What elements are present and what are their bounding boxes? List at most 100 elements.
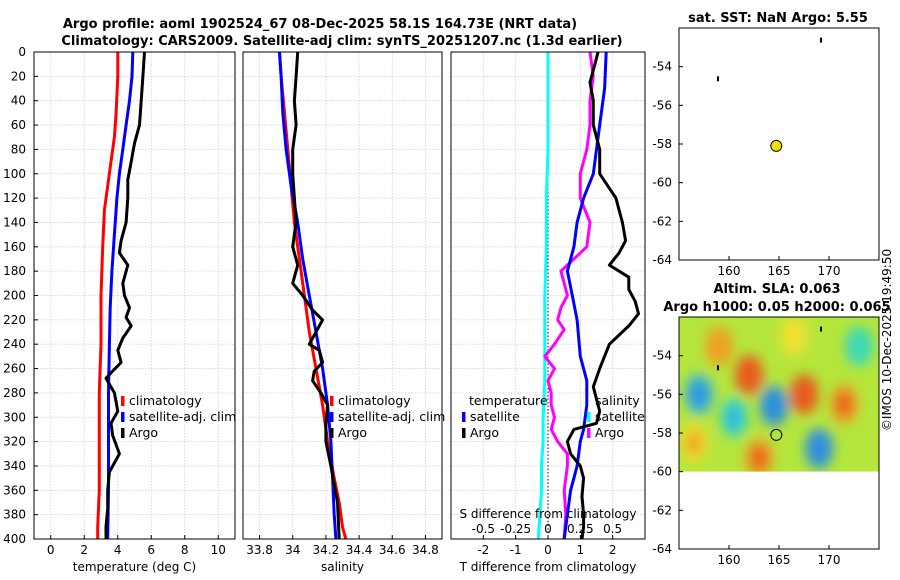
x-tick-label: 2: [80, 543, 88, 557]
map-x-tick-label: 165: [768, 553, 791, 567]
y-tick-label: 340: [3, 459, 26, 473]
series-line-climatology: [96, 52, 120, 539]
y-tick-label: 300: [3, 410, 26, 424]
x-tick-label: 8: [181, 543, 189, 557]
sla-anomalies: [680, 317, 873, 472]
x-axis-label: salinity: [321, 560, 364, 574]
legend-t-satellite: satellite: [470, 409, 520, 424]
map-y-tick-label: -54: [652, 349, 672, 363]
legend-argo: Argo: [338, 425, 367, 440]
y-tick-label: 180: [3, 264, 26, 278]
legend-t-argo-swatch: [462, 428, 466, 438]
island-mark: [717, 365, 719, 371]
legend-satellite-adj: satellite-adj. clim: [338, 409, 445, 424]
legend-t-satellite-swatch: [462, 412, 466, 422]
legend-satellite-adj: satellite-adj. clim: [129, 409, 236, 424]
top-tick-label: 0.5: [603, 522, 622, 536]
x-tick-label: 4: [114, 543, 122, 557]
legend-temperature-title: temperature: [469, 393, 548, 408]
x-tick-label: -2: [477, 543, 489, 557]
y-tick-label: 320: [3, 435, 26, 449]
island-mark: [820, 326, 822, 332]
y-tick-label: 280: [3, 386, 26, 400]
legend-argo: Argo: [129, 425, 158, 440]
island-mark: [820, 37, 822, 43]
y-tick-label: 80: [11, 142, 26, 156]
main-title: Argo profile: aoml 1902524_67 08-Dec-202…: [63, 17, 577, 32]
x-tick-label: 2: [609, 543, 617, 557]
map-y-tick-label: -56: [652, 98, 672, 112]
map-x-tick-label: 165: [768, 264, 791, 278]
legend-s-satellite-swatch: [587, 412, 591, 422]
sla-anomaly-core: [711, 334, 727, 358]
legend-climatology: climatology: [338, 393, 411, 408]
y-tick-label: 60: [11, 118, 26, 132]
series-line-s-satellite: [562, 52, 608, 539]
x-tick-label: 1: [577, 543, 585, 557]
y-tick-label: 140: [3, 215, 26, 229]
series-line-t-satellite: [536, 52, 550, 539]
island-mark: [717, 76, 719, 82]
map-y-tick-label: -54: [652, 60, 672, 74]
top-axis-label: S difference from climatology: [460, 507, 637, 521]
argo-location-point: [770, 428, 783, 441]
x-tick-label: 34.8: [412, 543, 439, 557]
axes-frame: [242, 51, 443, 540]
difference-panel: -2 -1 0 1 2 T difference from climatology S di…: [450, 51, 646, 574]
sla-anomaly-core: [851, 334, 867, 358]
map-y-tick-label: -64: [652, 253, 672, 267]
sla-field: [679, 317, 879, 472]
top-tick-label: 0.25: [567, 522, 594, 536]
x-tick-label: 34.2: [313, 543, 340, 557]
map-y-tick-label: -62: [652, 503, 672, 517]
y-tick-label: 40: [11, 94, 26, 108]
x-axis-label: temperature (deg C): [73, 560, 196, 574]
legend-satellite-adj-swatch: [121, 412, 125, 422]
sla-anomaly-core: [796, 382, 812, 407]
sla-anomaly-core: [691, 382, 707, 407]
legend-argo-swatch: [121, 428, 125, 438]
sub-title: Climatology: CARS2009. Satellite-adj cli…: [61, 34, 622, 49]
legend-t-argo: Argo: [470, 425, 499, 440]
map-x-tick-label: 160: [718, 553, 741, 567]
y-tick-label: 20: [11, 69, 26, 83]
y-tick-label: 200: [3, 289, 26, 303]
legend-s-argo: Argo: [595, 425, 624, 440]
series-line-satellite-adj-clim: [106, 52, 135, 539]
series-line-t-argo: [543, 52, 595, 539]
y-tick-label: 120: [3, 191, 26, 205]
sla-anomaly-core: [741, 363, 757, 387]
sla-anomaly-core: [726, 405, 742, 430]
y-tick-label: 100: [3, 167, 26, 181]
sla-anomaly-core: [766, 393, 782, 418]
top-tick-label: 0: [544, 522, 552, 536]
argo-location-point: [770, 139, 783, 152]
legend-satellite-adj-swatch: [330, 412, 334, 422]
x-tick-label: 0: [47, 543, 55, 557]
legend-s-satellite: satellite: [595, 409, 645, 424]
map-y-tick-label: -60: [652, 176, 672, 190]
map-x-tick-label: 170: [818, 264, 841, 278]
sla-anomaly-core: [686, 430, 702, 455]
x-tick-label: 34.6: [379, 543, 406, 557]
map-y-tick-label: -64: [652, 542, 672, 556]
y-tick-label: 360: [3, 483, 26, 497]
sla-map-title: Altim. SLA: 0.063: [714, 282, 841, 297]
sst-map-panel: 160 165 170 -54 -56 -58 -60 -62 -64 sat. SST: NaN…: [652, 11, 880, 278]
sla-anomaly-core: [811, 436, 827, 461]
top-tick-label: -0.5: [472, 522, 495, 536]
x-tick-label: -1: [510, 543, 522, 557]
y-tick-label: 260: [3, 362, 26, 376]
sla-anomaly-core: [786, 324, 802, 349]
temperature-panel: 0 2 4 6 8 10020406080100120140160180200220240…: [3, 45, 236, 574]
sla-anomaly-core: [836, 392, 852, 416]
sla-map-panel: 160 165 170 -54 -56 -58 -60 -62 -64 Altim. SLA: 0…: [652, 282, 890, 567]
x-axis-label: T difference from climatology: [459, 560, 637, 574]
series-line-s-argo: [565, 52, 640, 539]
y-tick-label: 240: [3, 337, 26, 351]
x-tick-label: 34.4: [346, 543, 373, 557]
legend-s-argo-swatch: [587, 428, 591, 438]
y-tick-label: 0: [18, 45, 26, 59]
map-y-tick-label: -56: [652, 387, 672, 401]
